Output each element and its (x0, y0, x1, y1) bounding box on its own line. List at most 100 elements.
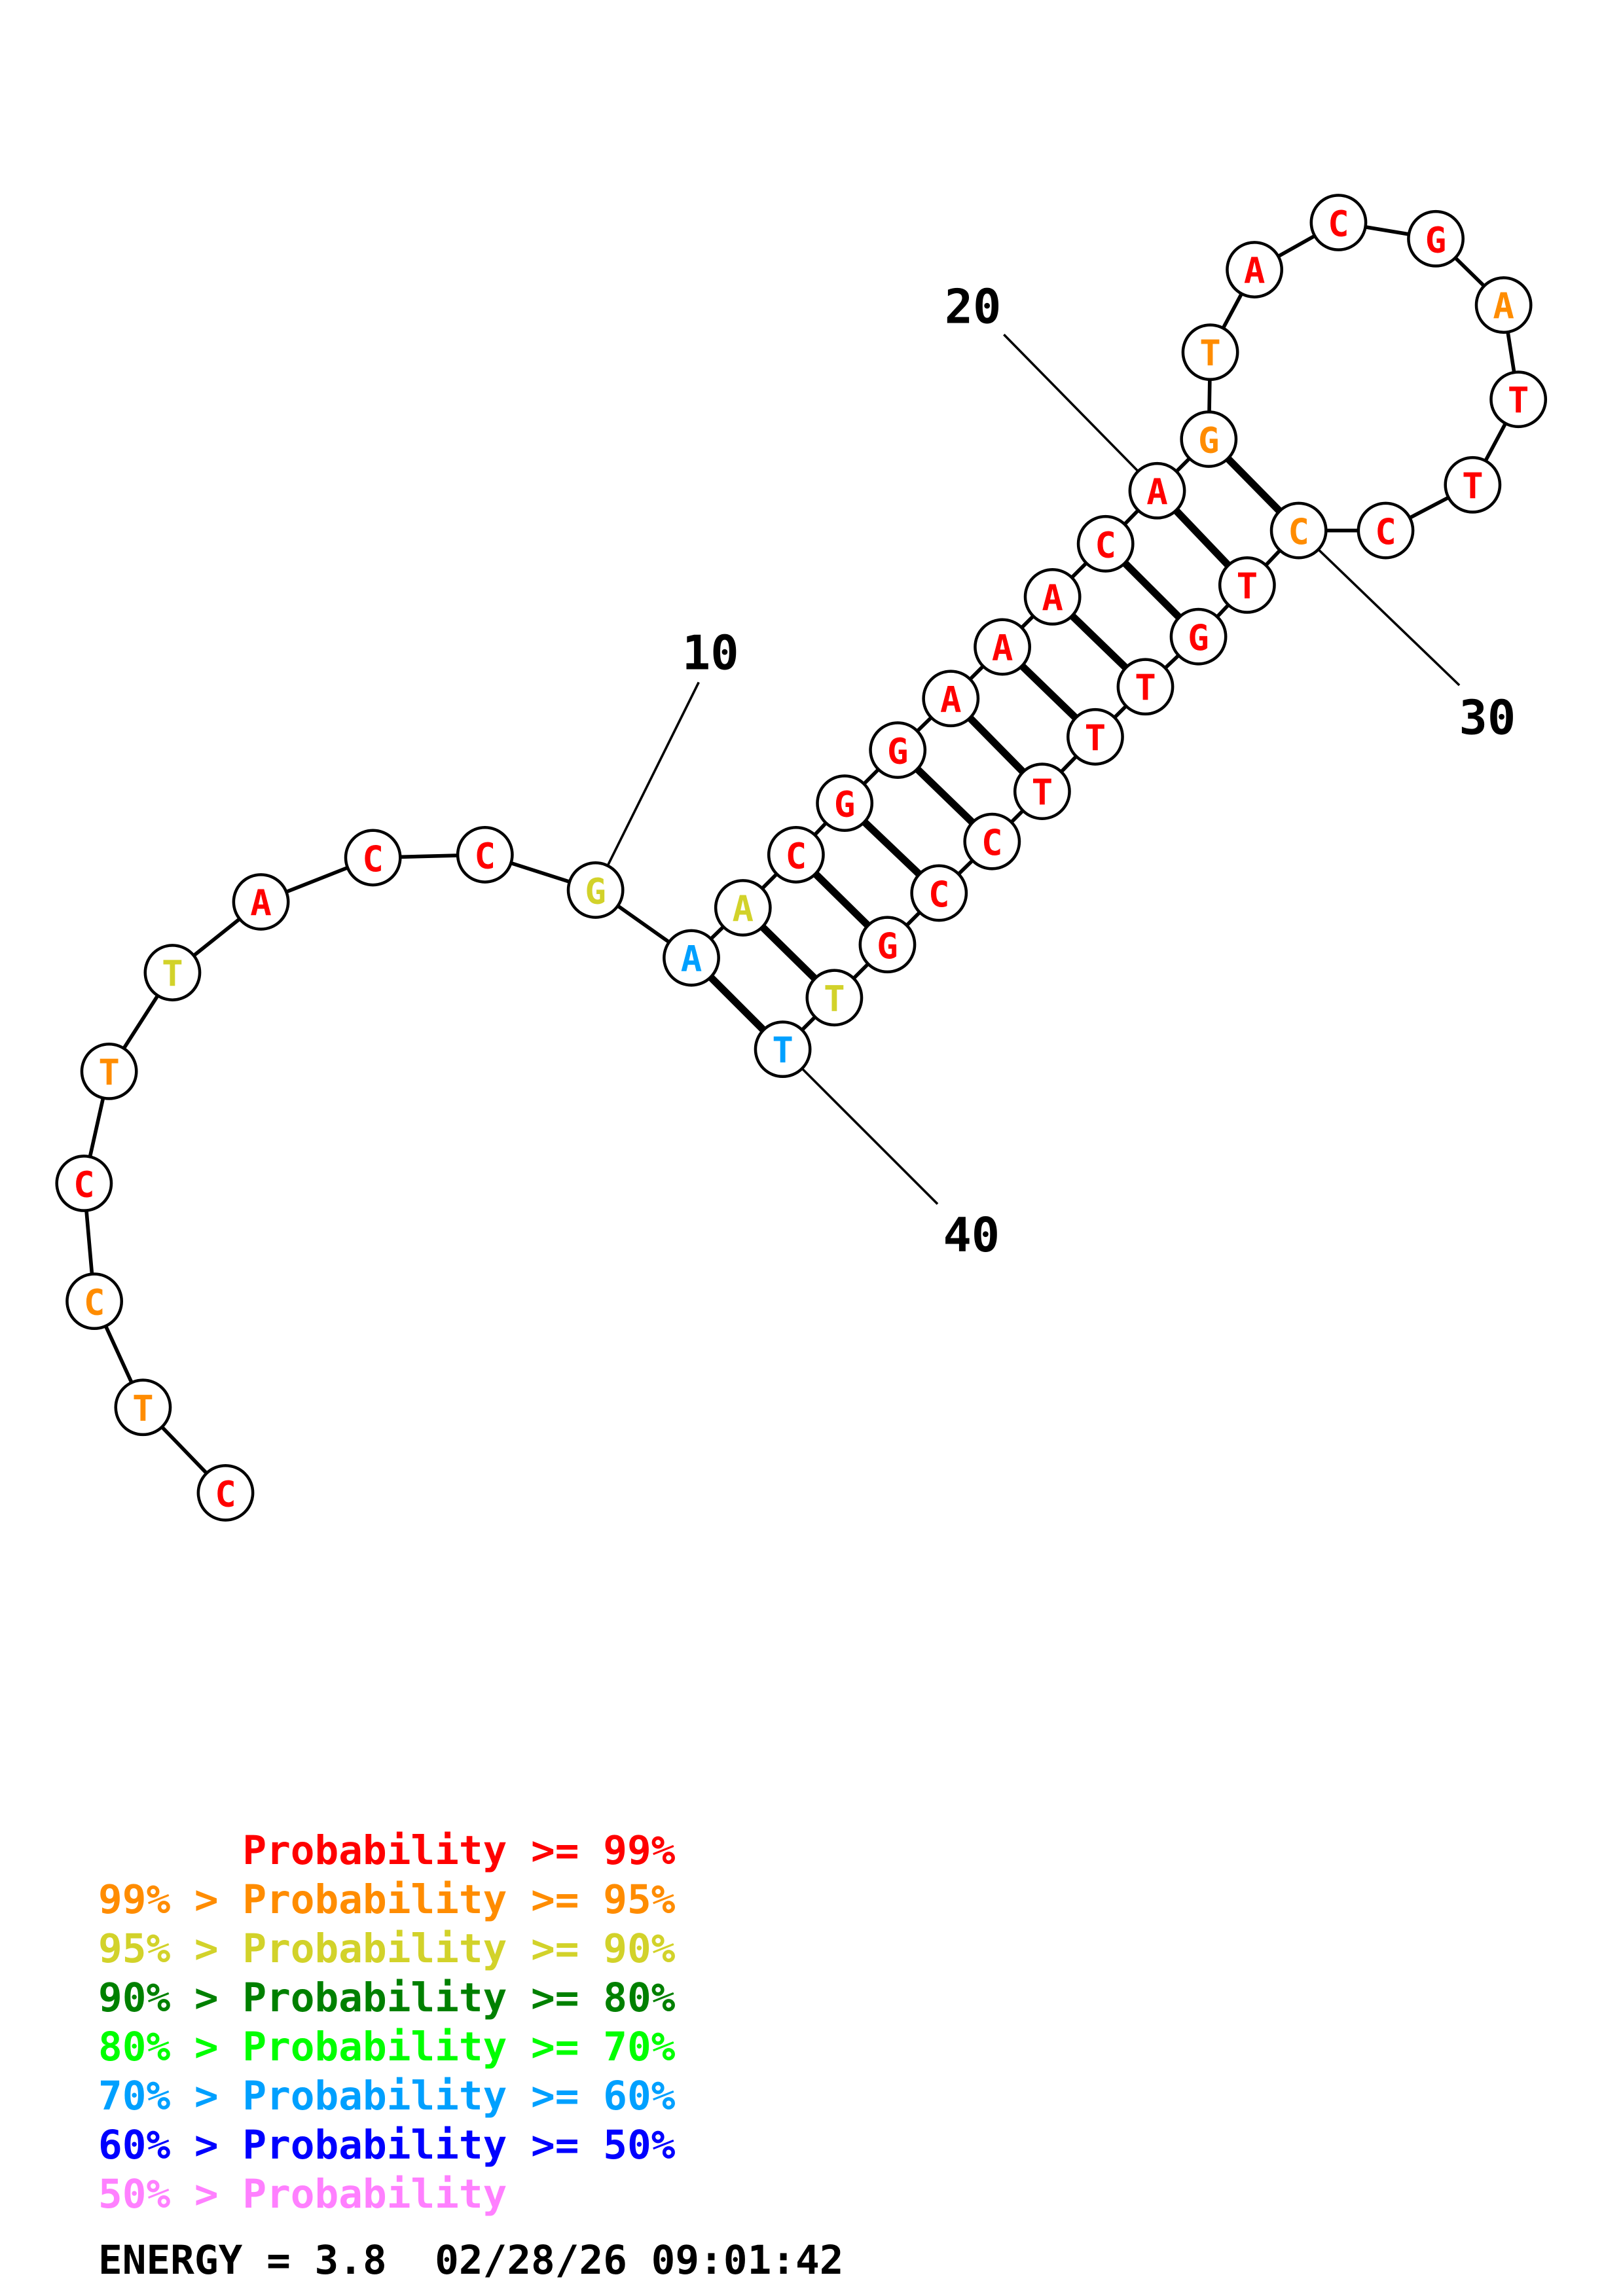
legend-label: Probability >= 95% (242, 1876, 676, 1923)
nucleotide-base: A (681, 939, 702, 980)
nucleotide-circle (344, 829, 402, 887)
nucleotide-circle (65, 1272, 124, 1331)
legend-row: 80% > Probability >= 70% (98, 2022, 675, 2072)
legend-label: Probability >= 80% (242, 1975, 676, 2021)
nucleotide: T (1116, 658, 1175, 716)
nucleotide-base: T (1508, 380, 1529, 422)
position-label-layer: 10 20 30 40 (594, 279, 1516, 1263)
position-leader-line (1298, 529, 1461, 687)
nucleotide-base: C (84, 1282, 105, 1323)
nucleotide: C (767, 826, 825, 884)
nucleotide-circle (1116, 658, 1175, 716)
nucleotide: G (858, 916, 917, 974)
base-pair-layer (689, 437, 1302, 1052)
legend-row: 50% > Probability (98, 2170, 675, 2219)
nucleotide: C (910, 864, 968, 922)
nucleotide: T (143, 944, 202, 1001)
nucleotide-base: T (1462, 465, 1484, 507)
nucleotide: C (1076, 514, 1135, 573)
nucleotide: C (1309, 194, 1368, 251)
nucleotide-circle (114, 1378, 172, 1437)
nucleotide-base: C (1375, 511, 1396, 552)
nucleotide-base: C (1095, 524, 1116, 565)
legend-label: Probability >= 99% (242, 1827, 676, 1874)
nucleotide: C (55, 1155, 113, 1212)
nucleotide-base: T (772, 1030, 793, 1071)
nucleotide-base: A (940, 679, 962, 721)
nucleotide-circle (805, 969, 864, 1027)
nucleotide: T (1444, 456, 1502, 514)
nucleotide-base: C (1288, 511, 1309, 552)
nucleotide-base: G (1425, 219, 1447, 260)
nucleotide: T (1489, 370, 1548, 429)
nucleotide-base: C (73, 1164, 95, 1206)
nucleotide: A (1474, 276, 1533, 334)
nucleotide: T (1181, 323, 1239, 382)
nucleotide-base: G (585, 870, 606, 912)
position-label: 40 (943, 1208, 1000, 1263)
nucleotide: C (1357, 501, 1415, 560)
nucleotide-base: T (1237, 565, 1258, 607)
nucleotide-base: T (1032, 772, 1053, 814)
nucleotide: T (754, 1020, 812, 1079)
nucleotide-base: A (1244, 251, 1266, 292)
legend-threshold: 70% > (98, 2073, 243, 2119)
legend-label: Probability >= 60% (242, 2073, 676, 2119)
nucleotide-base: C (215, 1473, 236, 1515)
nucleotide-base: C (1328, 203, 1349, 244)
nucleotide-base: T (1199, 333, 1221, 374)
nucleotide-base: C (928, 874, 950, 915)
legend-label: Probability >= 70% (242, 2024, 676, 2070)
nucleotide-circle (1169, 607, 1228, 666)
position-leader-line (594, 681, 700, 891)
nucleotide: A (232, 873, 290, 931)
nucleotide-base: G (834, 784, 856, 825)
backbone-layer (82, 221, 1521, 1494)
nucleotide-base: A (1493, 286, 1514, 327)
legend-row: 95% > Probability >= 90% (98, 1924, 675, 1973)
nucleotide-circle (754, 1020, 812, 1079)
nucleotide-base: C (475, 835, 496, 876)
nucleotide-circle (714, 879, 772, 937)
nucleotide-circle (910, 864, 968, 922)
nucleotide-circle (1181, 323, 1239, 382)
nucleotide-circle (1013, 762, 1071, 821)
nucleotide: T (1067, 708, 1124, 766)
nucleotide-circle (1407, 209, 1465, 268)
nucleotide: A (663, 929, 720, 987)
nucleotide-base: A (1146, 471, 1168, 512)
nucleotide-circle (963, 812, 1021, 870)
nucleotide-circle (1357, 501, 1415, 560)
nucleotide: T (805, 969, 864, 1027)
nucleotide: A (1023, 567, 1082, 626)
nucleotide: T (80, 1042, 138, 1100)
nucleotide: C (65, 1272, 124, 1331)
nucleotide: G (566, 861, 625, 919)
nucleotide: T (114, 1378, 172, 1437)
nucleotide-circle (1218, 556, 1276, 614)
nucleotide-base: G (887, 731, 909, 772)
position-label: 10 (682, 625, 739, 680)
legend-threshold: 50% > (98, 2171, 243, 2217)
nucleotide: A (922, 670, 980, 728)
nucleotide: G (1180, 410, 1238, 468)
nucleotide: A (714, 879, 772, 937)
nucleotide-circle (566, 861, 625, 919)
nucleotide: G (816, 774, 874, 833)
nucleotide-circle (1474, 276, 1533, 334)
nucleotide: C (456, 826, 514, 884)
nucleotide-base: G (1188, 617, 1209, 658)
legend-row: 90% > Probability >= 80% (98, 1973, 675, 2022)
legend-row: 60% > Probability >= 50% (98, 2121, 675, 2170)
nucleotide: C (196, 1463, 255, 1522)
nucleotide-base: T (162, 954, 183, 995)
legend-label: Probability (242, 2171, 507, 2217)
position-label: 30 (1459, 691, 1516, 745)
nucleotide: A (1226, 241, 1284, 298)
nucleotide-circle (767, 826, 825, 884)
nucleotide-circle (1489, 370, 1548, 429)
legend-threshold (98, 1827, 242, 1874)
legend-threshold: 95% > (98, 1926, 243, 1972)
nucleotide-base: T (824, 978, 845, 1020)
nucleotide-base: G (877, 925, 898, 967)
